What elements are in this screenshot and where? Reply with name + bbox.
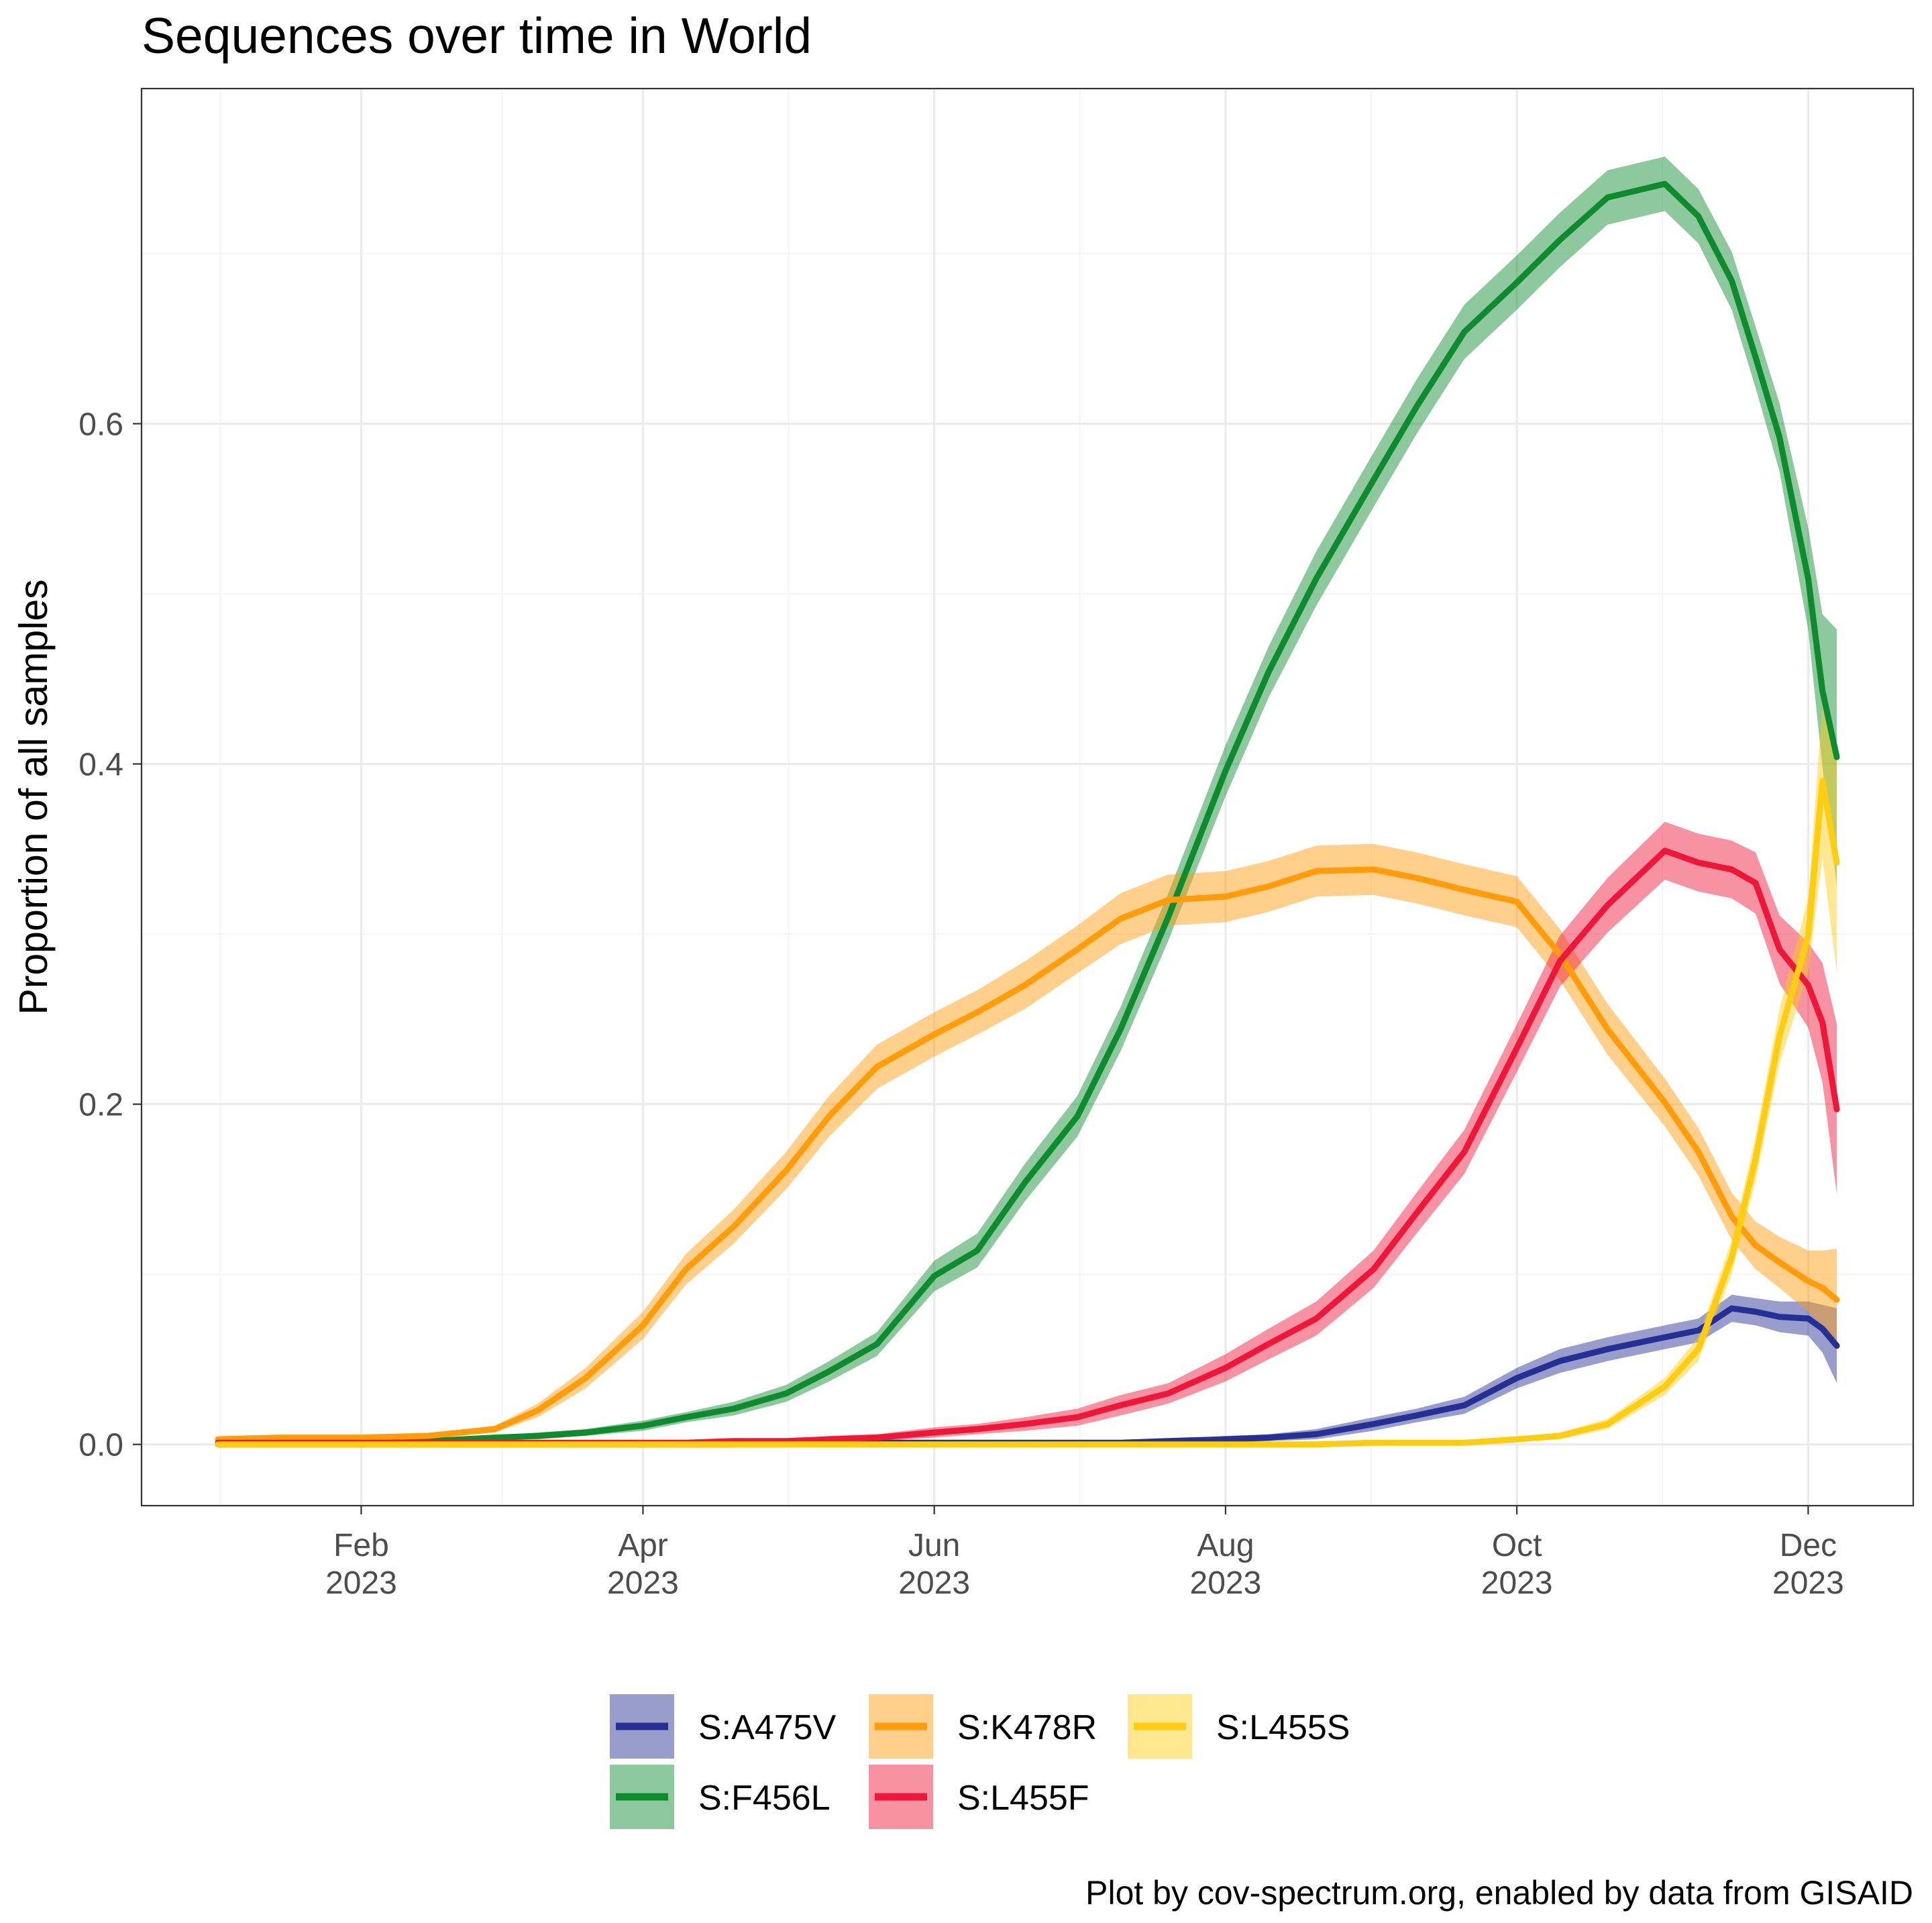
- legend-label-s-l455f: S:L455F: [957, 1779, 1089, 1818]
- legend-label-s-f456l: S:F456L: [698, 1779, 830, 1818]
- legend-item-s-f456l: S:F456L: [610, 1765, 830, 1829]
- x-tick-label-month: Jun: [908, 1528, 960, 1563]
- x-tick-label-month: Aug: [1197, 1528, 1254, 1563]
- axes: 0.00.20.40.6Feb2023Apr2023Jun2023Aug2023…: [78, 407, 1844, 1601]
- legend-label-s-a475v: S:A475V: [698, 1708, 837, 1747]
- series-lines: [215, 180, 1840, 1448]
- legend-item-s-a475v: S:A475V: [610, 1694, 837, 1759]
- series-line-s-k478r: [215, 866, 1840, 1443]
- y-tick-label: 0.4: [78, 747, 123, 783]
- y-tick-label: 0.6: [78, 407, 123, 442]
- x-tick-label-year: 2023: [325, 1565, 397, 1601]
- x-tick-label-month: Dec: [1780, 1528, 1837, 1563]
- x-tick-label-year: 2023: [1481, 1565, 1553, 1601]
- series-line-s-l455s: [215, 778, 1840, 1448]
- x-tick-label-year: 2023: [1772, 1565, 1844, 1601]
- chart-title: Sequences over time in World: [142, 7, 812, 64]
- y-tick-label: 0.0: [78, 1428, 123, 1463]
- series-line-s-f456l: [215, 180, 1840, 1446]
- y-axis-title: Proportion of all samples: [11, 579, 56, 1015]
- x-tick-label-year: 2023: [898, 1565, 970, 1601]
- plot-panel: [142, 89, 1913, 1506]
- x-tick-label-month: Oct: [1492, 1528, 1542, 1563]
- legend-label-s-l455s: S:L455S: [1216, 1708, 1350, 1747]
- panel-border: [140, 87, 1915, 1507]
- x-tick-label-year: 2023: [607, 1565, 679, 1601]
- legend-label-s-k478r: S:K478R: [957, 1708, 1097, 1747]
- ci-band-s-k478r: [217, 843, 1837, 1441]
- x-tick-label-month: Feb: [333, 1528, 389, 1563]
- caption: Plot by cov-spectrum.org, enabled by dat…: [1085, 1874, 1913, 1912]
- y-tick-label: 0.2: [78, 1088, 123, 1123]
- x-tick-label-month: Apr: [618, 1528, 668, 1563]
- legend: S:A475V S:F456L S:K478R S:L455F S:L455S: [610, 1694, 1350, 1829]
- ci-band-s-a475v: [217, 1294, 1837, 1447]
- ci-band-s-f456l: [217, 156, 1837, 1445]
- legend-item-s-k478r: S:K478R: [869, 1694, 1097, 1759]
- x-tick-label-year: 2023: [1190, 1565, 1262, 1601]
- legend-item-s-l455s: S:L455S: [1128, 1694, 1350, 1759]
- legend-item-s-l455f: S:L455F: [869, 1765, 1089, 1829]
